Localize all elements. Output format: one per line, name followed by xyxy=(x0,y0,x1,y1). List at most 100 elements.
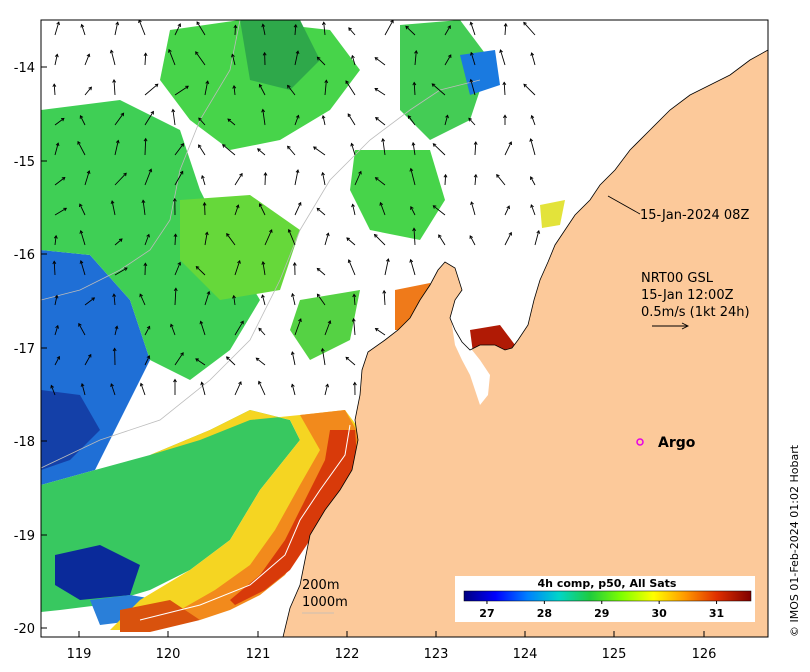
current-vector-head xyxy=(261,108,266,113)
current-vector-head xyxy=(240,320,244,325)
current-vector xyxy=(352,204,356,216)
current-vector-head xyxy=(316,293,321,298)
current-vector xyxy=(170,324,176,336)
current-vector-head xyxy=(172,197,177,202)
current-vector-head xyxy=(373,233,378,238)
current-vector xyxy=(258,381,266,396)
current-vector xyxy=(504,232,512,246)
y-tick-label: -14 xyxy=(14,61,35,76)
y-tick-label: -18 xyxy=(14,435,35,450)
current-vector-head xyxy=(146,325,151,330)
current-vector xyxy=(504,141,512,156)
colorbar-tick-label: 31 xyxy=(709,607,724,620)
current-vector xyxy=(204,291,210,306)
current-vector-head xyxy=(50,384,54,389)
current-vector xyxy=(139,294,146,306)
current-vector-head xyxy=(375,117,379,121)
current-vector xyxy=(81,24,86,36)
current-vector xyxy=(348,259,356,276)
current-vector xyxy=(262,24,266,36)
current-vector xyxy=(80,260,86,276)
current-vector xyxy=(174,23,181,36)
current-vector-head xyxy=(202,201,207,206)
current-vector xyxy=(110,50,116,66)
current-vector-head xyxy=(110,200,115,205)
current-vector-head xyxy=(110,383,114,387)
current-vector xyxy=(353,318,356,336)
current-vector-head xyxy=(79,203,83,208)
current-vector xyxy=(324,384,329,396)
x-axis: 119 120 121 122 123 124 125 126 xyxy=(67,631,716,662)
current-vector-head xyxy=(287,145,291,150)
current-vector-head xyxy=(232,294,236,299)
current-vector-head xyxy=(238,381,242,385)
current-vector-head xyxy=(412,227,417,232)
current-vector-head xyxy=(86,53,91,58)
current-vector-head xyxy=(79,260,84,264)
current-vector xyxy=(259,203,266,216)
current-vector-head xyxy=(148,168,153,173)
current-vector xyxy=(321,348,326,366)
current-vector xyxy=(347,113,356,126)
current-vector-head xyxy=(118,238,123,242)
current-vector xyxy=(258,327,266,336)
argo-float-marker xyxy=(636,438,644,446)
isobath-1000m-label: 1000m xyxy=(302,595,348,610)
current-vector xyxy=(444,115,449,126)
current-vector-head xyxy=(150,110,154,115)
current-vector xyxy=(198,144,206,156)
current-vector-head xyxy=(411,141,416,146)
current-vector-head xyxy=(352,381,357,386)
current-vector-head xyxy=(226,233,230,237)
current-vector-head xyxy=(222,144,226,148)
current-vector xyxy=(144,138,147,156)
current-vector-head xyxy=(54,53,59,58)
current-vector xyxy=(410,206,416,216)
current-vector-head xyxy=(293,23,298,28)
current-vector-head xyxy=(143,52,148,57)
current-vector-head xyxy=(112,293,117,297)
current-vector-head xyxy=(324,79,329,84)
current-vector-head xyxy=(351,54,355,59)
current-vector-head xyxy=(503,114,507,119)
current-vector-head xyxy=(473,173,478,178)
x-tick-label: 119 xyxy=(67,647,92,662)
colorbar: 4h comp, p50, All Sats 27 28 29 30 31 xyxy=(455,576,755,622)
current-vector xyxy=(294,318,302,336)
current-vector xyxy=(316,207,326,216)
current-vector xyxy=(444,174,447,186)
current-vector-head xyxy=(523,21,527,26)
x-tick-label: 123 xyxy=(424,647,449,662)
current-vector-head xyxy=(154,83,159,88)
current-vector-head xyxy=(261,261,266,265)
current-vector-head xyxy=(195,266,200,270)
current-vector-head xyxy=(79,115,84,119)
current-vector xyxy=(54,118,65,126)
current-vector xyxy=(405,25,416,36)
current-vector-head xyxy=(235,204,240,209)
current-vector-head xyxy=(227,118,232,123)
current-vector xyxy=(351,143,356,156)
current-vector-head xyxy=(320,347,325,352)
current-vector xyxy=(138,20,146,36)
current-vector-head xyxy=(179,170,184,175)
current-vector xyxy=(174,288,177,306)
current-vector-head xyxy=(374,57,379,61)
y-tick-label: -19 xyxy=(14,529,35,544)
current-vector-head xyxy=(258,83,263,88)
current-vector-head xyxy=(258,380,262,385)
current-vector-head xyxy=(177,23,182,27)
current-vector xyxy=(256,357,266,366)
current-vector-head xyxy=(115,139,120,144)
current-vector xyxy=(438,234,446,246)
current-vector-head xyxy=(263,172,268,176)
current-vector-head xyxy=(239,172,243,177)
current-vector-head xyxy=(80,23,85,28)
current-vector-head xyxy=(200,381,205,386)
current-vector xyxy=(80,230,86,246)
current-vector-head xyxy=(508,141,513,146)
current-vector xyxy=(54,207,67,216)
current-vector-head xyxy=(143,137,148,142)
current-vector xyxy=(53,84,56,96)
current-vector-head xyxy=(231,53,235,58)
